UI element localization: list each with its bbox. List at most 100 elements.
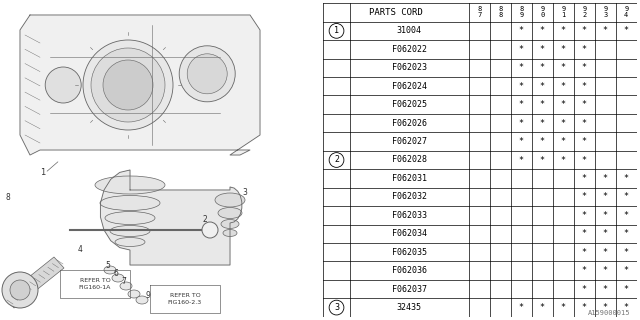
Text: 6: 6 bbox=[113, 269, 118, 278]
Text: *: * bbox=[603, 284, 608, 294]
Text: F062033: F062033 bbox=[392, 211, 427, 220]
Text: *: * bbox=[603, 26, 608, 36]
Text: F062032: F062032 bbox=[392, 192, 427, 201]
Text: *: * bbox=[561, 119, 566, 128]
Text: F062027: F062027 bbox=[392, 137, 427, 146]
Text: *: * bbox=[624, 266, 629, 275]
Text: *: * bbox=[519, 119, 524, 128]
Polygon shape bbox=[100, 170, 242, 265]
Text: A159000015: A159000015 bbox=[588, 310, 630, 316]
Polygon shape bbox=[20, 15, 260, 155]
Text: PARTS CORD: PARTS CORD bbox=[369, 8, 423, 17]
Text: F062026: F062026 bbox=[392, 119, 427, 128]
Text: *: * bbox=[519, 156, 524, 164]
Text: REFER TO
FIG160-2.3: REFER TO FIG160-2.3 bbox=[168, 293, 202, 305]
Text: 3: 3 bbox=[334, 303, 339, 312]
Text: *: * bbox=[624, 26, 629, 36]
Text: 2: 2 bbox=[334, 156, 339, 164]
Text: 3: 3 bbox=[243, 188, 248, 197]
Text: *: * bbox=[561, 100, 566, 109]
Text: *: * bbox=[540, 45, 545, 54]
Text: *: * bbox=[582, 303, 587, 312]
Ellipse shape bbox=[100, 196, 160, 211]
Text: 32435: 32435 bbox=[397, 303, 422, 312]
Text: *: * bbox=[540, 137, 545, 146]
Text: *: * bbox=[582, 192, 587, 201]
Polygon shape bbox=[4, 257, 64, 308]
Text: 4: 4 bbox=[77, 245, 83, 254]
Text: *: * bbox=[624, 303, 629, 312]
Ellipse shape bbox=[105, 212, 155, 225]
Text: 9: 9 bbox=[145, 291, 150, 300]
Text: 8
7: 8 7 bbox=[477, 6, 481, 19]
Circle shape bbox=[188, 54, 227, 94]
Text: *: * bbox=[603, 192, 608, 201]
Text: 9
1: 9 1 bbox=[561, 6, 566, 19]
Text: *: * bbox=[519, 137, 524, 146]
Text: *: * bbox=[561, 137, 566, 146]
Text: *: * bbox=[582, 119, 587, 128]
Text: *: * bbox=[540, 26, 545, 36]
Text: *: * bbox=[582, 211, 587, 220]
Text: *: * bbox=[519, 303, 524, 312]
Text: *: * bbox=[582, 266, 587, 275]
Ellipse shape bbox=[215, 193, 245, 207]
Text: *: * bbox=[603, 211, 608, 220]
Ellipse shape bbox=[221, 220, 239, 228]
Text: 9
4: 9 4 bbox=[624, 6, 628, 19]
Text: *: * bbox=[561, 63, 566, 72]
Text: 8: 8 bbox=[6, 193, 10, 202]
Text: F062035: F062035 bbox=[392, 248, 427, 257]
Circle shape bbox=[2, 272, 38, 308]
Circle shape bbox=[10, 280, 30, 300]
Ellipse shape bbox=[120, 282, 132, 290]
Text: *: * bbox=[624, 192, 629, 201]
Ellipse shape bbox=[128, 290, 140, 298]
Text: *: * bbox=[603, 303, 608, 312]
Text: F062024: F062024 bbox=[392, 82, 427, 91]
Text: *: * bbox=[603, 266, 608, 275]
Text: *: * bbox=[582, 156, 587, 164]
Text: *: * bbox=[540, 119, 545, 128]
Text: *: * bbox=[519, 100, 524, 109]
Text: 9
2: 9 2 bbox=[582, 6, 586, 19]
Text: *: * bbox=[582, 229, 587, 238]
Text: *: * bbox=[582, 284, 587, 294]
Text: *: * bbox=[582, 45, 587, 54]
Text: 7: 7 bbox=[122, 277, 127, 286]
Text: *: * bbox=[519, 82, 524, 91]
Text: F062028: F062028 bbox=[392, 156, 427, 164]
Text: 8
8: 8 8 bbox=[498, 6, 502, 19]
Text: 31004: 31004 bbox=[397, 26, 422, 36]
Text: F062023: F062023 bbox=[392, 63, 427, 72]
Text: 1: 1 bbox=[334, 26, 339, 36]
Text: F062036: F062036 bbox=[392, 266, 427, 275]
Text: 9
0: 9 0 bbox=[540, 6, 545, 19]
Text: *: * bbox=[582, 100, 587, 109]
Text: *: * bbox=[582, 137, 587, 146]
Text: *: * bbox=[582, 63, 587, 72]
Text: *: * bbox=[624, 211, 629, 220]
Text: *: * bbox=[519, 45, 524, 54]
Text: *: * bbox=[561, 82, 566, 91]
Text: *: * bbox=[519, 26, 524, 36]
Text: *: * bbox=[603, 174, 608, 183]
Text: *: * bbox=[624, 248, 629, 257]
Circle shape bbox=[91, 48, 165, 122]
Text: *: * bbox=[540, 156, 545, 164]
Text: *: * bbox=[624, 174, 629, 183]
Ellipse shape bbox=[104, 266, 116, 274]
Text: F062025: F062025 bbox=[392, 100, 427, 109]
Text: *: * bbox=[624, 229, 629, 238]
Text: *: * bbox=[603, 229, 608, 238]
Text: *: * bbox=[540, 303, 545, 312]
Circle shape bbox=[202, 222, 218, 238]
Text: F062037: F062037 bbox=[392, 284, 427, 294]
Circle shape bbox=[83, 40, 173, 130]
Circle shape bbox=[103, 60, 153, 110]
Ellipse shape bbox=[223, 229, 237, 236]
Text: 8
9: 8 9 bbox=[519, 6, 524, 19]
Ellipse shape bbox=[112, 274, 124, 282]
Text: *: * bbox=[582, 248, 587, 257]
Text: *: * bbox=[519, 63, 524, 72]
